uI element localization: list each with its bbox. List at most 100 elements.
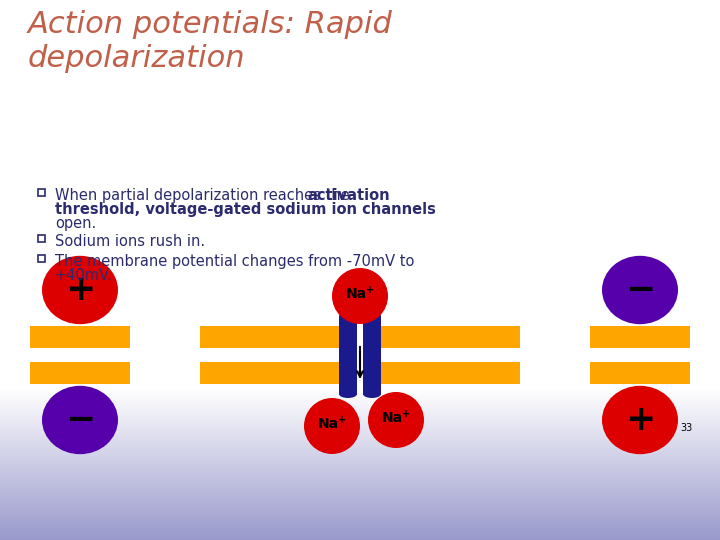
Bar (0, 454, 720, 455)
Bar (0, 405, 720, 406)
Bar (0, 466, 720, 467)
Bar (381, 362, 520, 384)
Bar (0, 490, 720, 491)
Text: +: + (625, 403, 655, 437)
Bar (0, 401, 720, 402)
Bar (0, 409, 720, 410)
Bar (0, 432, 720, 433)
Bar (0, 465, 720, 466)
Bar (0, 522, 720, 523)
Bar (0, 509, 720, 510)
Bar (0, 531, 720, 532)
Text: +: + (402, 409, 410, 419)
Bar (339, 316, 357, 394)
Bar (0, 480, 720, 481)
Bar (0, 419, 720, 420)
Bar (0, 469, 720, 470)
Bar (0, 515, 720, 516)
Bar (0, 436, 720, 437)
Bar (0, 473, 720, 474)
Bar (0, 534, 720, 535)
Bar (0, 395, 720, 396)
Text: +: + (338, 415, 346, 425)
Bar (0, 417, 720, 418)
Bar (0, 488, 720, 489)
Bar (0, 425, 720, 426)
Bar (0, 450, 720, 451)
Bar (0, 441, 720, 442)
Bar (200, 326, 339, 348)
Text: threshold, voltage-gated sodium ion channels: threshold, voltage-gated sodium ion chan… (55, 202, 436, 217)
Ellipse shape (363, 312, 381, 320)
Bar (0, 452, 720, 453)
Bar (0, 439, 720, 440)
Bar (0, 422, 720, 423)
Bar (0, 453, 720, 454)
Bar (0, 393, 720, 394)
Bar (0, 424, 720, 425)
Bar (0, 396, 720, 397)
Bar (0, 513, 720, 514)
Bar (0, 403, 720, 404)
Bar (0, 524, 720, 525)
Bar (0, 521, 720, 522)
Bar (0, 451, 720, 452)
Text: Na: Na (318, 417, 338, 431)
Bar (0, 446, 720, 447)
Bar (0, 526, 720, 527)
Bar (0, 430, 720, 431)
Bar (0, 404, 720, 405)
Bar (0, 525, 720, 526)
Bar (200, 362, 339, 384)
Bar (0, 517, 720, 518)
Bar (0, 474, 720, 475)
Bar (0, 532, 720, 533)
Bar (0, 467, 720, 468)
Bar (0, 494, 720, 495)
Bar (0, 482, 720, 483)
Bar (0, 397, 720, 398)
Bar (0, 489, 720, 490)
Bar (0, 421, 720, 422)
Bar (0, 496, 720, 497)
Bar (0, 427, 720, 428)
Bar (0, 400, 720, 401)
Bar (38, 255, 45, 262)
Bar (38, 189, 45, 196)
Circle shape (304, 398, 360, 454)
Bar (0, 511, 720, 512)
Bar (0, 471, 720, 472)
Bar (0, 440, 720, 441)
Bar (0, 461, 720, 462)
Bar (0, 503, 720, 504)
Bar (0, 486, 720, 487)
Bar (0, 501, 720, 502)
Bar (0, 414, 720, 415)
Bar (0, 394, 720, 395)
Bar (38, 235, 45, 242)
Bar (0, 530, 720, 531)
Bar (0, 507, 720, 508)
Ellipse shape (363, 390, 381, 398)
Bar (0, 406, 720, 407)
Ellipse shape (602, 256, 678, 324)
Bar (0, 416, 720, 417)
Bar (0, 472, 720, 473)
Bar (0, 429, 720, 430)
Bar (0, 420, 720, 421)
Bar (0, 500, 720, 501)
Bar (0, 437, 720, 438)
Bar (0, 442, 720, 443)
Bar (0, 392, 720, 393)
Bar (0, 484, 720, 485)
Text: Action potentials: Rapid
depolarization: Action potentials: Rapid depolarization (28, 10, 393, 72)
Bar (0, 476, 720, 477)
Bar (381, 326, 520, 348)
Bar (0, 512, 720, 513)
Bar (0, 455, 720, 456)
Bar (0, 539, 720, 540)
Text: −: − (625, 273, 655, 307)
Bar (0, 457, 720, 458)
Bar (0, 447, 720, 448)
Bar (0, 502, 720, 503)
